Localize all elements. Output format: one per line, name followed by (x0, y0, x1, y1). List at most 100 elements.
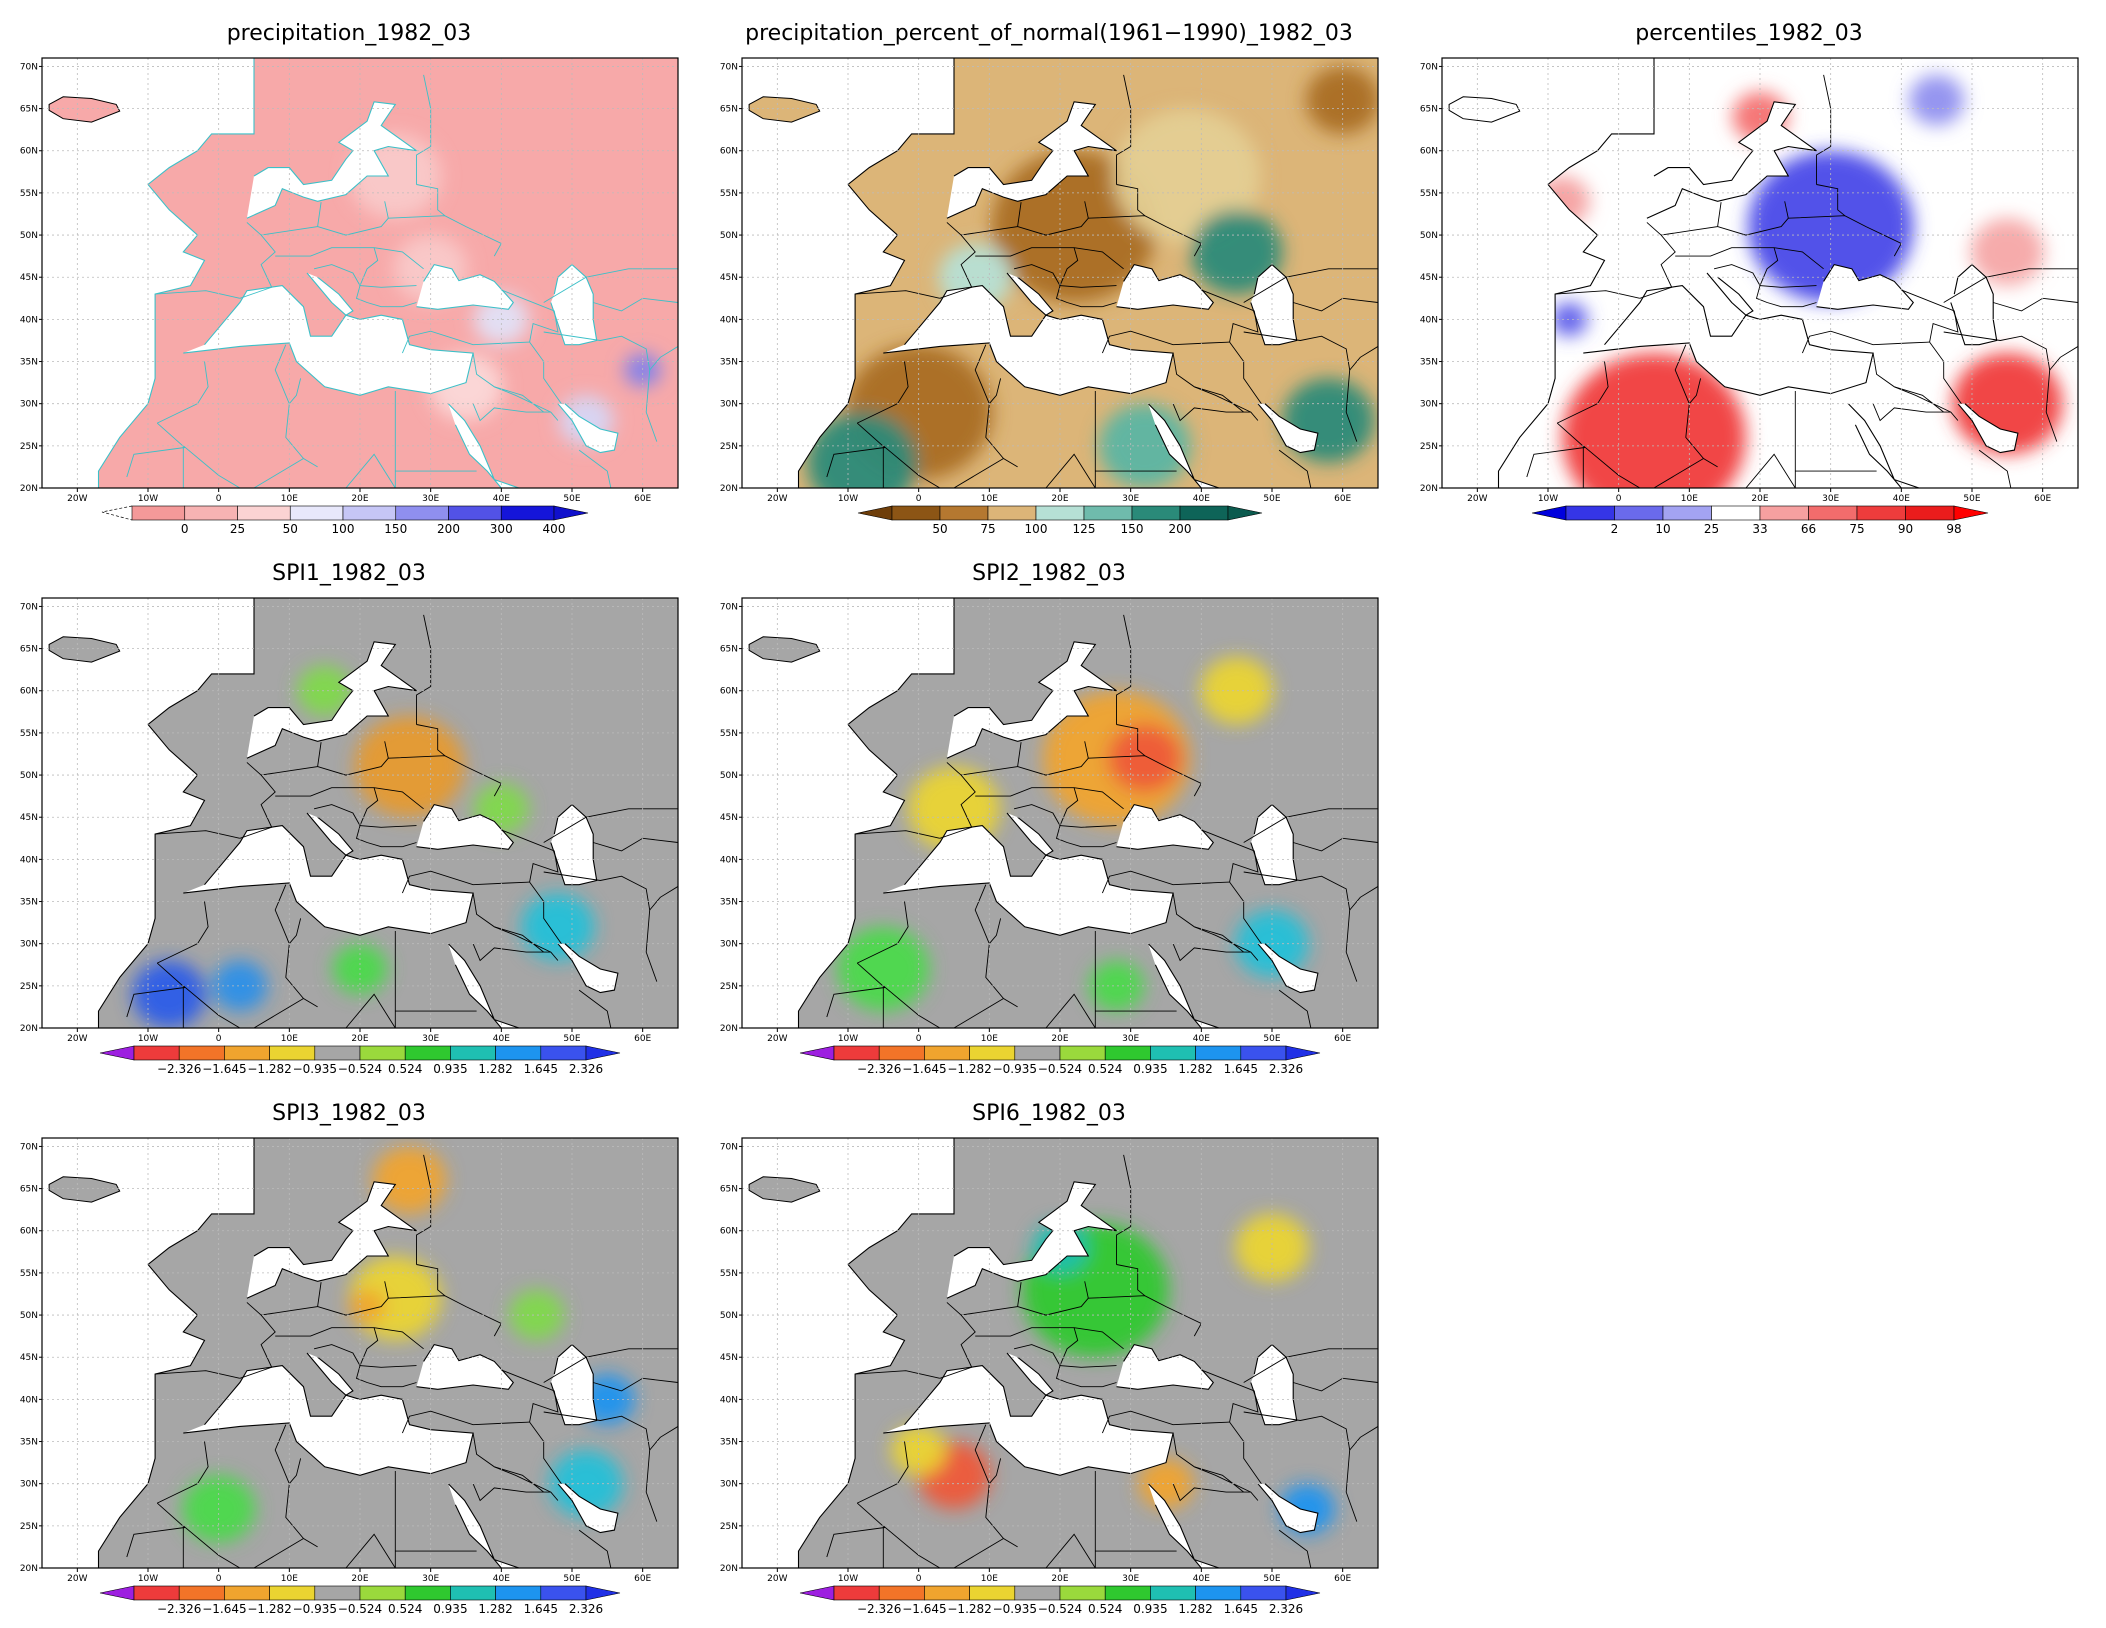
colorbar-segment (395, 505, 449, 521)
x-tick-label: 30E (1122, 1574, 1139, 1584)
country-border (1349, 345, 1378, 371)
x-tick-label: 10E (981, 494, 998, 504)
x-tick-label: 10E (281, 494, 298, 504)
colorbar-label: 150 (384, 522, 407, 536)
country-border (1293, 297, 1378, 312)
colorbar-segment (1014, 1585, 1061, 1601)
anomaly-region (1199, 657, 1274, 725)
country-border (126, 962, 186, 1018)
colorbar-segment (500, 505, 555, 521)
country-border (988, 378, 1002, 404)
colorbar-label: 1.645 (1224, 1062, 1258, 1076)
colorbar-label: 0.935 (1133, 1062, 1167, 1076)
colorbar-segment (1905, 505, 1955, 521)
sea-area (1957, 403, 2018, 453)
country-border (578, 989, 612, 1028)
x-tick-label: 50E (1263, 494, 1280, 504)
sea-area (1007, 273, 1053, 316)
map-precipitation: 20W 10W 0 10E 20E 30E 40E 50E 60E 70N 65N 60N 55N 50N… (4, 54, 694, 548)
sea-area (1116, 264, 1214, 310)
country-border (1243, 808, 1378, 843)
colorbar-label: 0.935 (1133, 1602, 1167, 1616)
colorbar-label: 75 (1849, 522, 1864, 536)
colorbar-label: −0.935 (293, 1602, 337, 1616)
country-border (355, 285, 403, 308)
sea-area (883, 1365, 1174, 1476)
panel-title: percentiles_1982_03 (1635, 21, 1863, 46)
country-border (355, 1365, 403, 1388)
country-border (416, 724, 446, 757)
country-border (1017, 741, 1089, 776)
y-tick-label: 30N (720, 940, 738, 950)
coastline (306, 812, 354, 856)
sea-area (883, 285, 1174, 396)
country-border (1243, 1411, 1358, 1522)
country-border (939, 222, 976, 299)
country-border (1088, 755, 1202, 797)
country-border (1802, 302, 1817, 308)
colorbar-label: 100 (332, 522, 355, 536)
coastline (1816, 263, 1915, 310)
panel-title: SPI6_1982_03 (972, 1101, 1126, 1126)
y-tick-label: 40N (720, 1395, 738, 1405)
y-tick-label: 30N (720, 400, 738, 410)
country-border (1349, 1425, 1378, 1451)
anomaly-region (807, 412, 918, 488)
country-border (961, 1282, 1022, 1316)
colorbar-label: 1.645 (524, 1062, 558, 1076)
x-tick-label: 10E (281, 1034, 298, 1044)
country-border (1116, 724, 1146, 757)
colorbar-segment (1035, 505, 1085, 521)
anomaly-region (1138, 1458, 1194, 1509)
sea-area (557, 403, 618, 453)
sea-area (1116, 804, 1214, 850)
iceland-outline (748, 1176, 821, 1203)
colorbar-segment (987, 505, 1037, 521)
country-border (826, 422, 886, 478)
country-border (1943, 268, 2078, 303)
country-border (494, 1466, 544, 1493)
anomaly-region (1108, 724, 1182, 792)
coastline (1257, 403, 1319, 454)
colorbar-label: −1.282 (247, 1062, 291, 1076)
country-border (218, 998, 304, 1028)
colorbar-arrow-right (553, 505, 589, 521)
y-tick-label: 60N (720, 1227, 738, 1237)
y-tick-label: 30N (20, 400, 38, 410)
coastline (246, 1181, 417, 1299)
country-border (1229, 341, 1262, 404)
coastline (183, 825, 474, 936)
colorbar-segment (359, 1585, 406, 1601)
country-border (157, 1441, 209, 1504)
y-tick-label: 40N (20, 855, 38, 865)
coastline (883, 1365, 1174, 1476)
country-border (1661, 202, 1722, 236)
map-spi2: 20W 10W 0 10E 20E 30E 40E 50E 60E 70N 65N 60N 55N 50N… (704, 594, 1394, 1088)
coastline (183, 285, 474, 396)
colorbar-label: −0.935 (993, 1062, 1037, 1076)
sea-area (1707, 273, 1753, 316)
anomaly-region (1909, 74, 1965, 126)
sea-area (307, 813, 353, 856)
coastline (946, 1181, 1117, 1299)
country-border (1194, 386, 1244, 413)
panel-title: SPI2_1982_03 (972, 561, 1126, 586)
coastline (1116, 1343, 1215, 1390)
colorbar-label: 100 (1025, 522, 1048, 536)
country-border (1278, 989, 1312, 1028)
colorbar-label: 0.524 (1088, 1062, 1122, 1076)
colorbar-segment (969, 1045, 1016, 1061)
map-spi3: 20W 10W 0 10E 20E 30E 40E 50E 60E 70N 65N 60N 55N 50N… (4, 1134, 694, 1628)
colorbar-segment (224, 1045, 270, 1061)
country-border (155, 830, 240, 839)
x-tick-label: 40E (493, 494, 510, 504)
map-spi1: 20W 10W 0 10E 20E 30E 40E 50E 60E 70N 65N 60N 55N 50N… (4, 594, 694, 1088)
country-border (1618, 458, 1704, 488)
colorbar-label: 200 (1169, 522, 1192, 536)
colorbar-segment (269, 1045, 316, 1061)
y-tick-label: 70N (20, 602, 38, 612)
colorbar-segment (1565, 505, 1615, 521)
x-tick-label: 10W (138, 1034, 158, 1044)
anomaly-region (521, 893, 595, 961)
country-border (472, 1483, 559, 1502)
